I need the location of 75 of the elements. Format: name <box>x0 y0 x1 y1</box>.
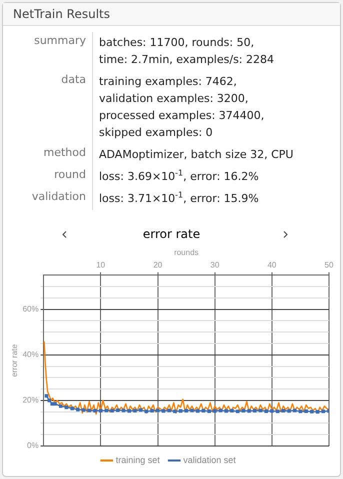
text: method <box>3 144 93 166</box>
point <box>310 410 314 414</box>
legend-label: validation set <box>183 454 236 465</box>
point <box>184 408 188 412</box>
text: data <box>3 71 93 144</box>
point <box>70 406 74 410</box>
text: summary <box>3 32 93 71</box>
point <box>213 409 217 413</box>
point <box>58 404 63 408</box>
point <box>173 410 177 414</box>
text: validation <box>3 188 93 210</box>
x-tick-label: 40 <box>267 260 277 270</box>
point <box>287 409 291 413</box>
point <box>87 408 92 412</box>
point <box>150 408 154 412</box>
point <box>116 408 120 412</box>
point <box>53 402 57 406</box>
point <box>270 409 274 413</box>
point <box>167 408 171 412</box>
point <box>282 408 286 412</box>
point <box>122 408 126 412</box>
point <box>218 408 222 412</box>
point <box>224 409 228 413</box>
point <box>144 410 148 414</box>
point <box>264 409 268 413</box>
point <box>230 408 234 412</box>
point <box>242 408 246 412</box>
text: loss: 3.71×10$^{-1}$, error: 15.9% <box>98 189 260 207</box>
text: NetTrain Results <box>3 3 340 26</box>
point <box>178 409 182 413</box>
point <box>196 409 200 413</box>
y-tick-label: 20% <box>22 396 39 405</box>
point <box>258 408 262 412</box>
text: round <box>3 166 93 188</box>
point <box>207 409 211 413</box>
y-tick-label: 0% <box>27 441 39 450</box>
point <box>93 408 97 412</box>
point <box>316 410 320 414</box>
point <box>247 409 251 413</box>
point <box>82 408 86 412</box>
point <box>292 408 297 412</box>
x-tick-label: 20 <box>153 260 163 270</box>
point <box>304 409 308 413</box>
point <box>64 406 68 410</box>
point <box>104 408 108 412</box>
point <box>44 394 48 398</box>
point <box>190 408 194 412</box>
point <box>138 408 142 412</box>
y-tick-label: 40% <box>22 350 39 360</box>
point <box>98 408 102 412</box>
point <box>48 398 52 402</box>
point <box>322 410 326 414</box>
x-tick-label: 50 <box>324 260 334 270</box>
point <box>110 408 114 412</box>
point <box>127 409 132 413</box>
text: loss: 3.69×10$^{-1}$, error: 16.2% <box>98 167 260 185</box>
chart-title: error rate <box>142 227 202 241</box>
x-axis-title: rounds <box>174 248 199 258</box>
point <box>162 409 166 413</box>
point <box>156 408 160 412</box>
point <box>298 410 302 414</box>
point <box>76 408 80 412</box>
point <box>253 408 257 412</box>
y-tick-label: 60% <box>22 304 39 314</box>
y-axis-title: error rate <box>10 344 20 378</box>
text: training examples: 7462, validation examples: 3200, processed examples: 374400, skipped examples: 0 <box>98 74 266 141</box>
point <box>133 408 137 412</box>
point <box>236 410 240 414</box>
point <box>202 408 206 412</box>
text: ADAMoptimizer, batch size 32, CPU <box>98 147 294 163</box>
legend-label: training set <box>116 454 160 465</box>
text: batches: 11700, rounds: 50, time: 2.7min, examples/s: 2284 <box>98 35 275 68</box>
x-tick-label: 30 <box>210 260 220 270</box>
x-tick-label: 10 <box>96 260 106 270</box>
point <box>276 410 280 414</box>
